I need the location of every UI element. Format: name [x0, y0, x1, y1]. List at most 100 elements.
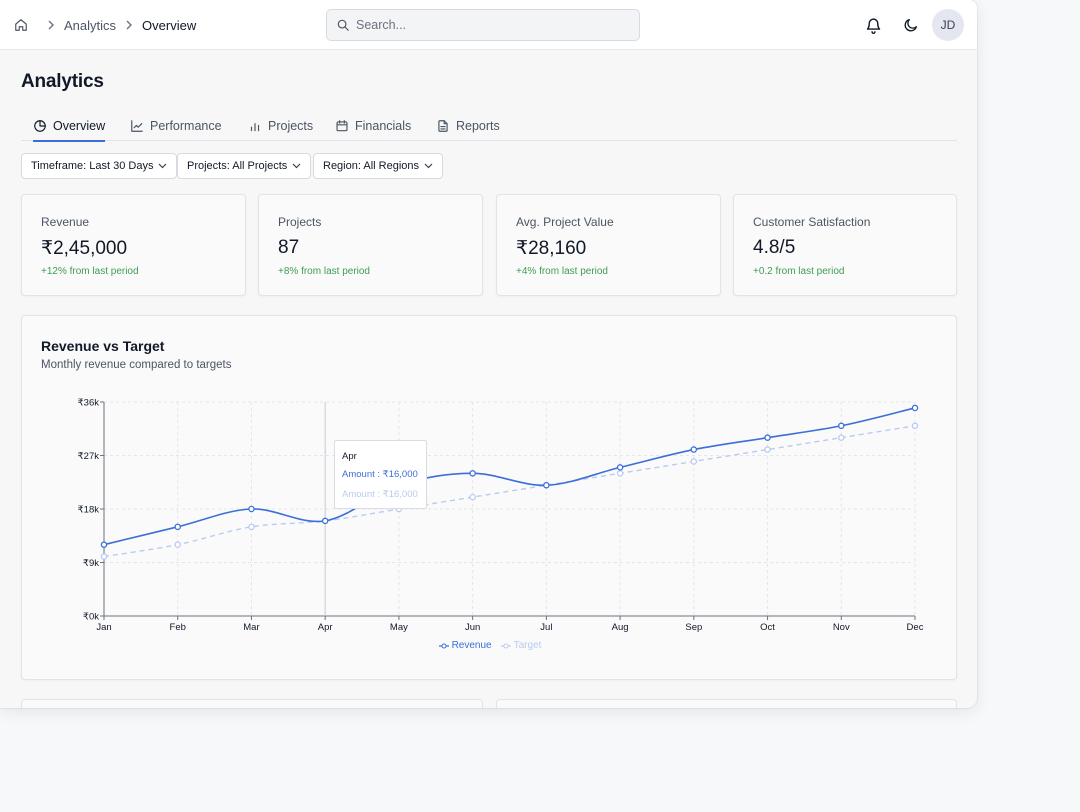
- page-title: Analytics: [21, 71, 104, 92]
- chart-subtitle: Monthly revenue compared to targets: [41, 359, 232, 371]
- stat-card-avg-project-value: Avg. Project Value ₹28,160 +4% from last…: [496, 194, 721, 296]
- tab-bar: Overview Performance Projects Financials…: [21, 110, 957, 142]
- tab-overview[interactable]: Overview: [33, 110, 106, 142]
- stat-value: 87: [278, 237, 300, 258]
- chevron-right-icon: [47, 20, 55, 30]
- data-point-revenue: [838, 422, 845, 430]
- data-point-revenue: [469, 470, 476, 477]
- bar-chart-icon: [248, 119, 262, 133]
- x-tick-label: May: [390, 622, 408, 633]
- data-point-target: [690, 458, 698, 465]
- chevron-down-icon: [292, 163, 301, 169]
- stat-delta: +0.2 from last period: [753, 266, 845, 277]
- chevron-right-icon: [125, 20, 133, 30]
- data-point-revenue: [911, 404, 919, 412]
- x-tick-label: Jun: [465, 622, 480, 633]
- legend-revenue-swatch: [438, 643, 449, 648]
- tab-performance[interactable]: Performance: [130, 110, 222, 141]
- breadcrumb: Analytics Overview: [14, 16, 196, 34]
- data-point-revenue: [764, 434, 771, 441]
- moon-icon[interactable]: [901, 15, 921, 35]
- x-tick-label: Mar: [243, 622, 259, 633]
- stat-label: Revenue: [41, 215, 90, 229]
- tab-label: Overview: [53, 118, 106, 133]
- legend-label: Revenue: [451, 640, 492, 651]
- data-point-target: [248, 523, 255, 531]
- data-point-target: [174, 541, 181, 548]
- chart-tooltip: Apr Amount : ₹16,000 Amount : ₹16,000: [334, 440, 427, 509]
- tab-projects[interactable]: Projects: [248, 110, 313, 141]
- projects-filter[interactable]: Projects: All Projects: [177, 153, 312, 179]
- revenue-line-chart[interactable]: ₹0k ₹9k ₹18k ₹27k ₹36k Jan Feb Mar Apr May Jun Jul A…: [22, 316, 958, 681]
- x-tick-label: Aug: [612, 622, 629, 633]
- y-tick-label: ₹27k: [78, 451, 100, 462]
- stat-label: Customer Satisfaction: [753, 215, 871, 229]
- tab-label: Financials: [355, 118, 412, 133]
- tab-reports[interactable]: Reports: [436, 110, 500, 141]
- stat-card-revenue: Revenue ₹2,45,000 +12% from last period: [21, 194, 246, 296]
- data-point-target: [838, 434, 845, 441]
- legend-item-target[interactable]: Target: [500, 640, 542, 651]
- filter-label: Timeframe: Last 30 Days: [31, 160, 154, 172]
- data-point-target: [100, 553, 108, 560]
- bell-icon[interactable]: [863, 15, 883, 35]
- stat-label: Avg. Project Value: [516, 215, 614, 229]
- tab-financials[interactable]: Financials: [335, 110, 411, 141]
- search-box[interactable]: [326, 9, 640, 41]
- breadcrumb-current: Overview: [142, 17, 197, 33]
- x-tick-label: Apr: [318, 622, 333, 633]
- search-icon: [336, 18, 350, 32]
- data-point-target: [469, 493, 476, 501]
- document-icon: [436, 119, 450, 133]
- y-tick-label: ₹36k: [78, 398, 100, 409]
- data-point-revenue: [248, 505, 255, 513]
- data-point-revenue: [690, 446, 698, 453]
- stat-value: 4.8/5: [753, 237, 796, 258]
- stat-card-customer-satisfaction: Customer Satisfaction 4.8/5 +0.2 from la…: [733, 194, 957, 296]
- x-tick-label: Jan: [96, 622, 111, 633]
- x-tick-label: Dec: [907, 622, 924, 633]
- stat-delta: +12% from last period: [41, 266, 139, 277]
- timeframe-filter[interactable]: Timeframe: Last 30 Days: [21, 153, 178, 179]
- data-point-revenue: [174, 523, 181, 531]
- chart-title: Revenue vs Target: [41, 338, 165, 354]
- tab-label: Projects: [268, 118, 314, 133]
- tab-label: Reports: [456, 118, 500, 133]
- bottom-card-right: [496, 699, 957, 708]
- chevron-down-icon: [424, 163, 433, 169]
- home-icon[interactable]: [14, 18, 28, 32]
- data-point-target: [764, 446, 771, 453]
- stat-delta: +4% from last period: [516, 266, 608, 277]
- legend-label: Target: [513, 640, 542, 651]
- bottom-card-left: [21, 699, 483, 708]
- legend-item-revenue[interactable]: Revenue: [438, 640, 492, 651]
- y-tick-label: ₹0k: [83, 612, 99, 623]
- y-tick-label: ₹18k: [78, 505, 100, 516]
- y-tick-label: ₹9k: [83, 558, 99, 569]
- line-chart-icon: [130, 119, 144, 133]
- pie-chart-icon: [33, 119, 47, 133]
- x-tick-label: Jul: [540, 622, 552, 633]
- region-filter[interactable]: Region: All Regions: [313, 153, 444, 179]
- tooltip-revenue: Amount : ₹16,000: [342, 469, 418, 480]
- revenue-chart-card: Revenue vs Target Monthly revenue compar…: [21, 315, 957, 680]
- avatar[interactable]: JD: [932, 9, 964, 41]
- search-input[interactable]: [356, 18, 616, 32]
- app-window: Analytics Overview JD Analytics Over: [0, 0, 977, 708]
- series-line-revenue: [103, 407, 916, 546]
- data-point-revenue: [321, 517, 329, 525]
- stat-label: Projects: [278, 215, 322, 229]
- data-point-target: [911, 422, 919, 430]
- filter-label: Region: All Regions: [323, 160, 420, 172]
- tooltip-target: Amount : ₹16,000: [342, 489, 418, 500]
- filter-label: Projects: All Projects: [187, 160, 288, 172]
- chart-legend: Revenue Target: [22, 640, 958, 651]
- stat-delta: +8% from last period: [278, 266, 370, 277]
- breadcrumb-item-analytics[interactable]: Analytics: [64, 17, 117, 33]
- x-tick-label: Sep: [685, 622, 702, 633]
- top-bar: Analytics Overview JD: [0, 0, 977, 50]
- stat-value: ₹28,160: [516, 238, 587, 259]
- data-point-target: [616, 470, 624, 477]
- data-point-revenue: [543, 481, 550, 489]
- tooltip-month: Apr: [342, 451, 357, 462]
